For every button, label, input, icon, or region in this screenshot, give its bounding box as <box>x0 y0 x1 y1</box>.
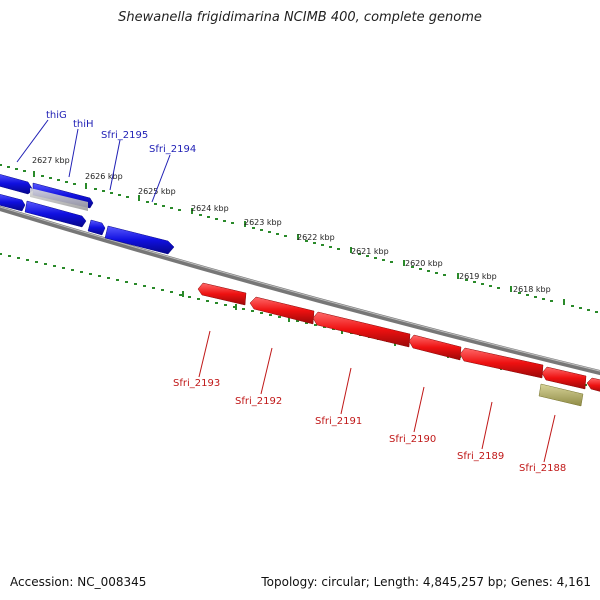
gene-label-Sfri_2194[interactable]: Sfri_2194 <box>149 144 196 155</box>
gene-arrow-Sfri_2190[interactable] <box>408 334 462 361</box>
reverse-gene-labels: Sfri_2193 Sfri_2192 Sfri_2191 Sfri_2190 … <box>173 378 566 474</box>
scale-label: 2619 kbp <box>459 272 497 281</box>
forward-gene-labels: thiG thiH Sfri_2195 Sfri_2194 <box>46 110 196 155</box>
scale-labels: 2627 kbp 2626 kbp 2625 kbp 2624 kbp 2623… <box>32 156 551 294</box>
gene-arrow-Sfri_2191[interactable] <box>312 311 411 348</box>
scale-label: 2624 kbp <box>191 204 229 213</box>
gene-label-Sfri_2188[interactable]: Sfri_2188 <box>519 463 566 474</box>
genome-backbone-highlight <box>0 206 600 372</box>
scale-label: 2625 kbp <box>138 187 176 196</box>
gene-arrow-thiH[interactable] <box>30 182 94 211</box>
gene-label-thiG[interactable]: thiG <box>46 110 67 121</box>
gene-arrow-thiG[interactable] <box>0 173 34 195</box>
gene-label-Sfri_2189[interactable]: Sfri_2189 <box>457 451 504 462</box>
scale-label: 2626 kbp <box>85 172 123 181</box>
accession-label: Accession: NC_008345 <box>10 575 147 589</box>
forward-genes <box>0 173 175 255</box>
reverse-genes <box>197 282 600 407</box>
gene-arrow-right-edge[interactable] <box>586 377 600 393</box>
scale-line-upper <box>0 164 598 313</box>
gene-label-Sfri_2195[interactable]: Sfri_2195 <box>101 130 148 141</box>
gene-label-Sfri_2193[interactable]: Sfri_2193 <box>173 378 220 389</box>
scale-label: 2627 kbp <box>32 156 70 165</box>
scale-label: 2618 kbp <box>513 285 551 294</box>
scale-label: 2622 kbp <box>297 233 335 242</box>
gene-arrow-Sfri_2194[interactable] <box>104 225 175 255</box>
genome-summary: Topology: circular; Length: 4,845,257 bp… <box>261 575 591 589</box>
label-leaders <box>16 119 556 463</box>
gene-arrow-Sfri_2193[interactable] <box>197 282 247 306</box>
scale-label: 2620 kbp <box>405 259 443 268</box>
scale-label: 2623 kbp <box>244 218 282 227</box>
gene-label-Sfri_2192[interactable]: Sfri_2192 <box>235 396 282 407</box>
gene-arrow-left-2[interactable] <box>0 193 26 212</box>
gene-arrow-Sfri_2189[interactable] <box>459 347 544 379</box>
pseudogene-box[interactable] <box>538 383 584 407</box>
genome-title: Shewanella frigidimarina NCIMB 400, comp… <box>118 10 482 25</box>
gene-arrow-left-3[interactable] <box>24 200 87 228</box>
scale-label: 2621 kbp <box>351 247 389 256</box>
gene-arrow-Sfri_2195[interactable] <box>87 219 106 236</box>
gene-label-Sfri_2190[interactable]: Sfri_2190 <box>389 434 436 445</box>
gene-label-thiH[interactable]: thiH <box>73 119 94 130</box>
gene-arrow-Sfri_2192[interactable] <box>249 296 315 325</box>
gene-arrow-Sfri_2188[interactable] <box>541 366 587 390</box>
gene-label-Sfri_2191[interactable]: Sfri_2191 <box>315 416 362 427</box>
genome-backbone <box>0 205 600 376</box>
